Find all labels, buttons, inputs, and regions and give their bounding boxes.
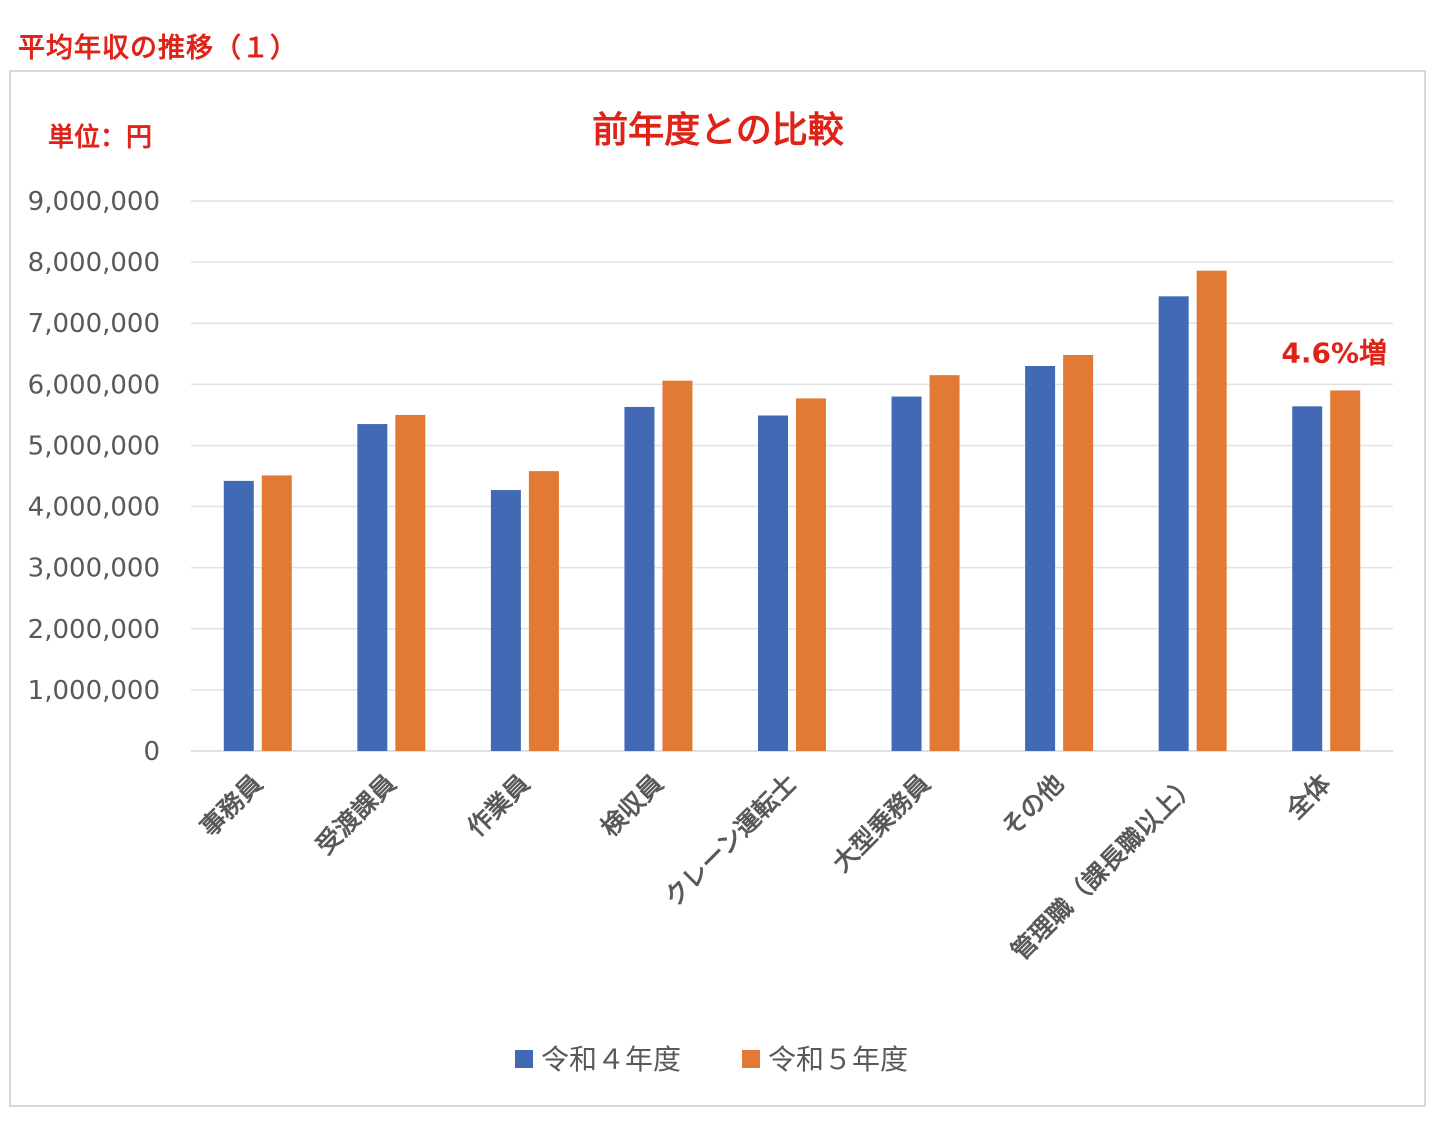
gridlines — [191, 200, 1393, 752]
bar-series2 — [796, 398, 826, 751]
annotations: 4.6%増 — [1281, 336, 1387, 369]
bar-series1 — [223, 480, 254, 751]
bar-series2 — [1330, 390, 1361, 751]
page-heading: 平均年収の推移（１） — [18, 33, 298, 64]
y-tick-label: 1,000,000 — [28, 676, 160, 706]
x-category-label: 大型乗務員 — [827, 769, 936, 878]
x-category-label: 全体 — [1280, 768, 1337, 825]
y-tick-label: 6,000,000 — [28, 370, 160, 400]
increase-annotation: 4.6%増 — [1281, 336, 1387, 369]
legend-label: 令和４年度 — [541, 1043, 681, 1076]
bar-series1 — [1025, 366, 1056, 751]
bar-series1 — [1292, 406, 1323, 751]
bar-series1 — [1158, 296, 1189, 751]
legend-label: 令和５年度 — [768, 1043, 908, 1076]
x-category-label: 作業員 — [462, 769, 536, 843]
x-category-label: 事務員 — [194, 769, 268, 843]
bar-series2 — [261, 475, 292, 751]
y-axis-ticks: 0 1,000,000 2,000,000 3,000,000 4,000,000 5,0… — [28, 187, 160, 767]
y-tick-label: 0 — [143, 737, 160, 767]
bar-series1 — [891, 396, 922, 751]
bar-series1 — [490, 490, 521, 751]
bar-series2 — [929, 375, 960, 751]
x-category-label: クレーン運転士 — [659, 769, 802, 912]
bar-series2 — [395, 414, 426, 751]
x-category-label: その他 — [996, 769, 1070, 843]
x-category-label: 検収員 — [595, 769, 669, 843]
bars — [223, 270, 1361, 751]
y-tick-label: 9,000,000 — [28, 187, 160, 217]
legend-swatch — [515, 1050, 533, 1068]
bar-series2 — [1196, 270, 1227, 751]
bar-series1 — [357, 424, 388, 751]
x-category-label: 受渡課員 — [310, 769, 401, 860]
legend: 令和４年度 令和５年度 — [515, 1043, 908, 1076]
bar-series1 — [758, 415, 788, 751]
bar-series2 — [528, 471, 559, 751]
bar-series2 — [1063, 355, 1094, 751]
bar-series2 — [662, 380, 693, 751]
y-tick-label: 2,000,000 — [28, 615, 160, 645]
y-tick-label: 3,000,000 — [28, 554, 160, 584]
unit-label: 単位：円 — [48, 122, 152, 153]
y-tick-label: 4,000,000 — [28, 493, 160, 523]
bar-series1 — [624, 406, 655, 751]
legend-swatch — [742, 1050, 760, 1068]
y-tick-label: 8,000,000 — [28, 248, 160, 278]
chart-title: 前年度との比較 — [592, 110, 845, 151]
y-tick-label: 7,000,000 — [28, 309, 160, 339]
y-tick-label: 5,000,000 — [28, 431, 160, 461]
